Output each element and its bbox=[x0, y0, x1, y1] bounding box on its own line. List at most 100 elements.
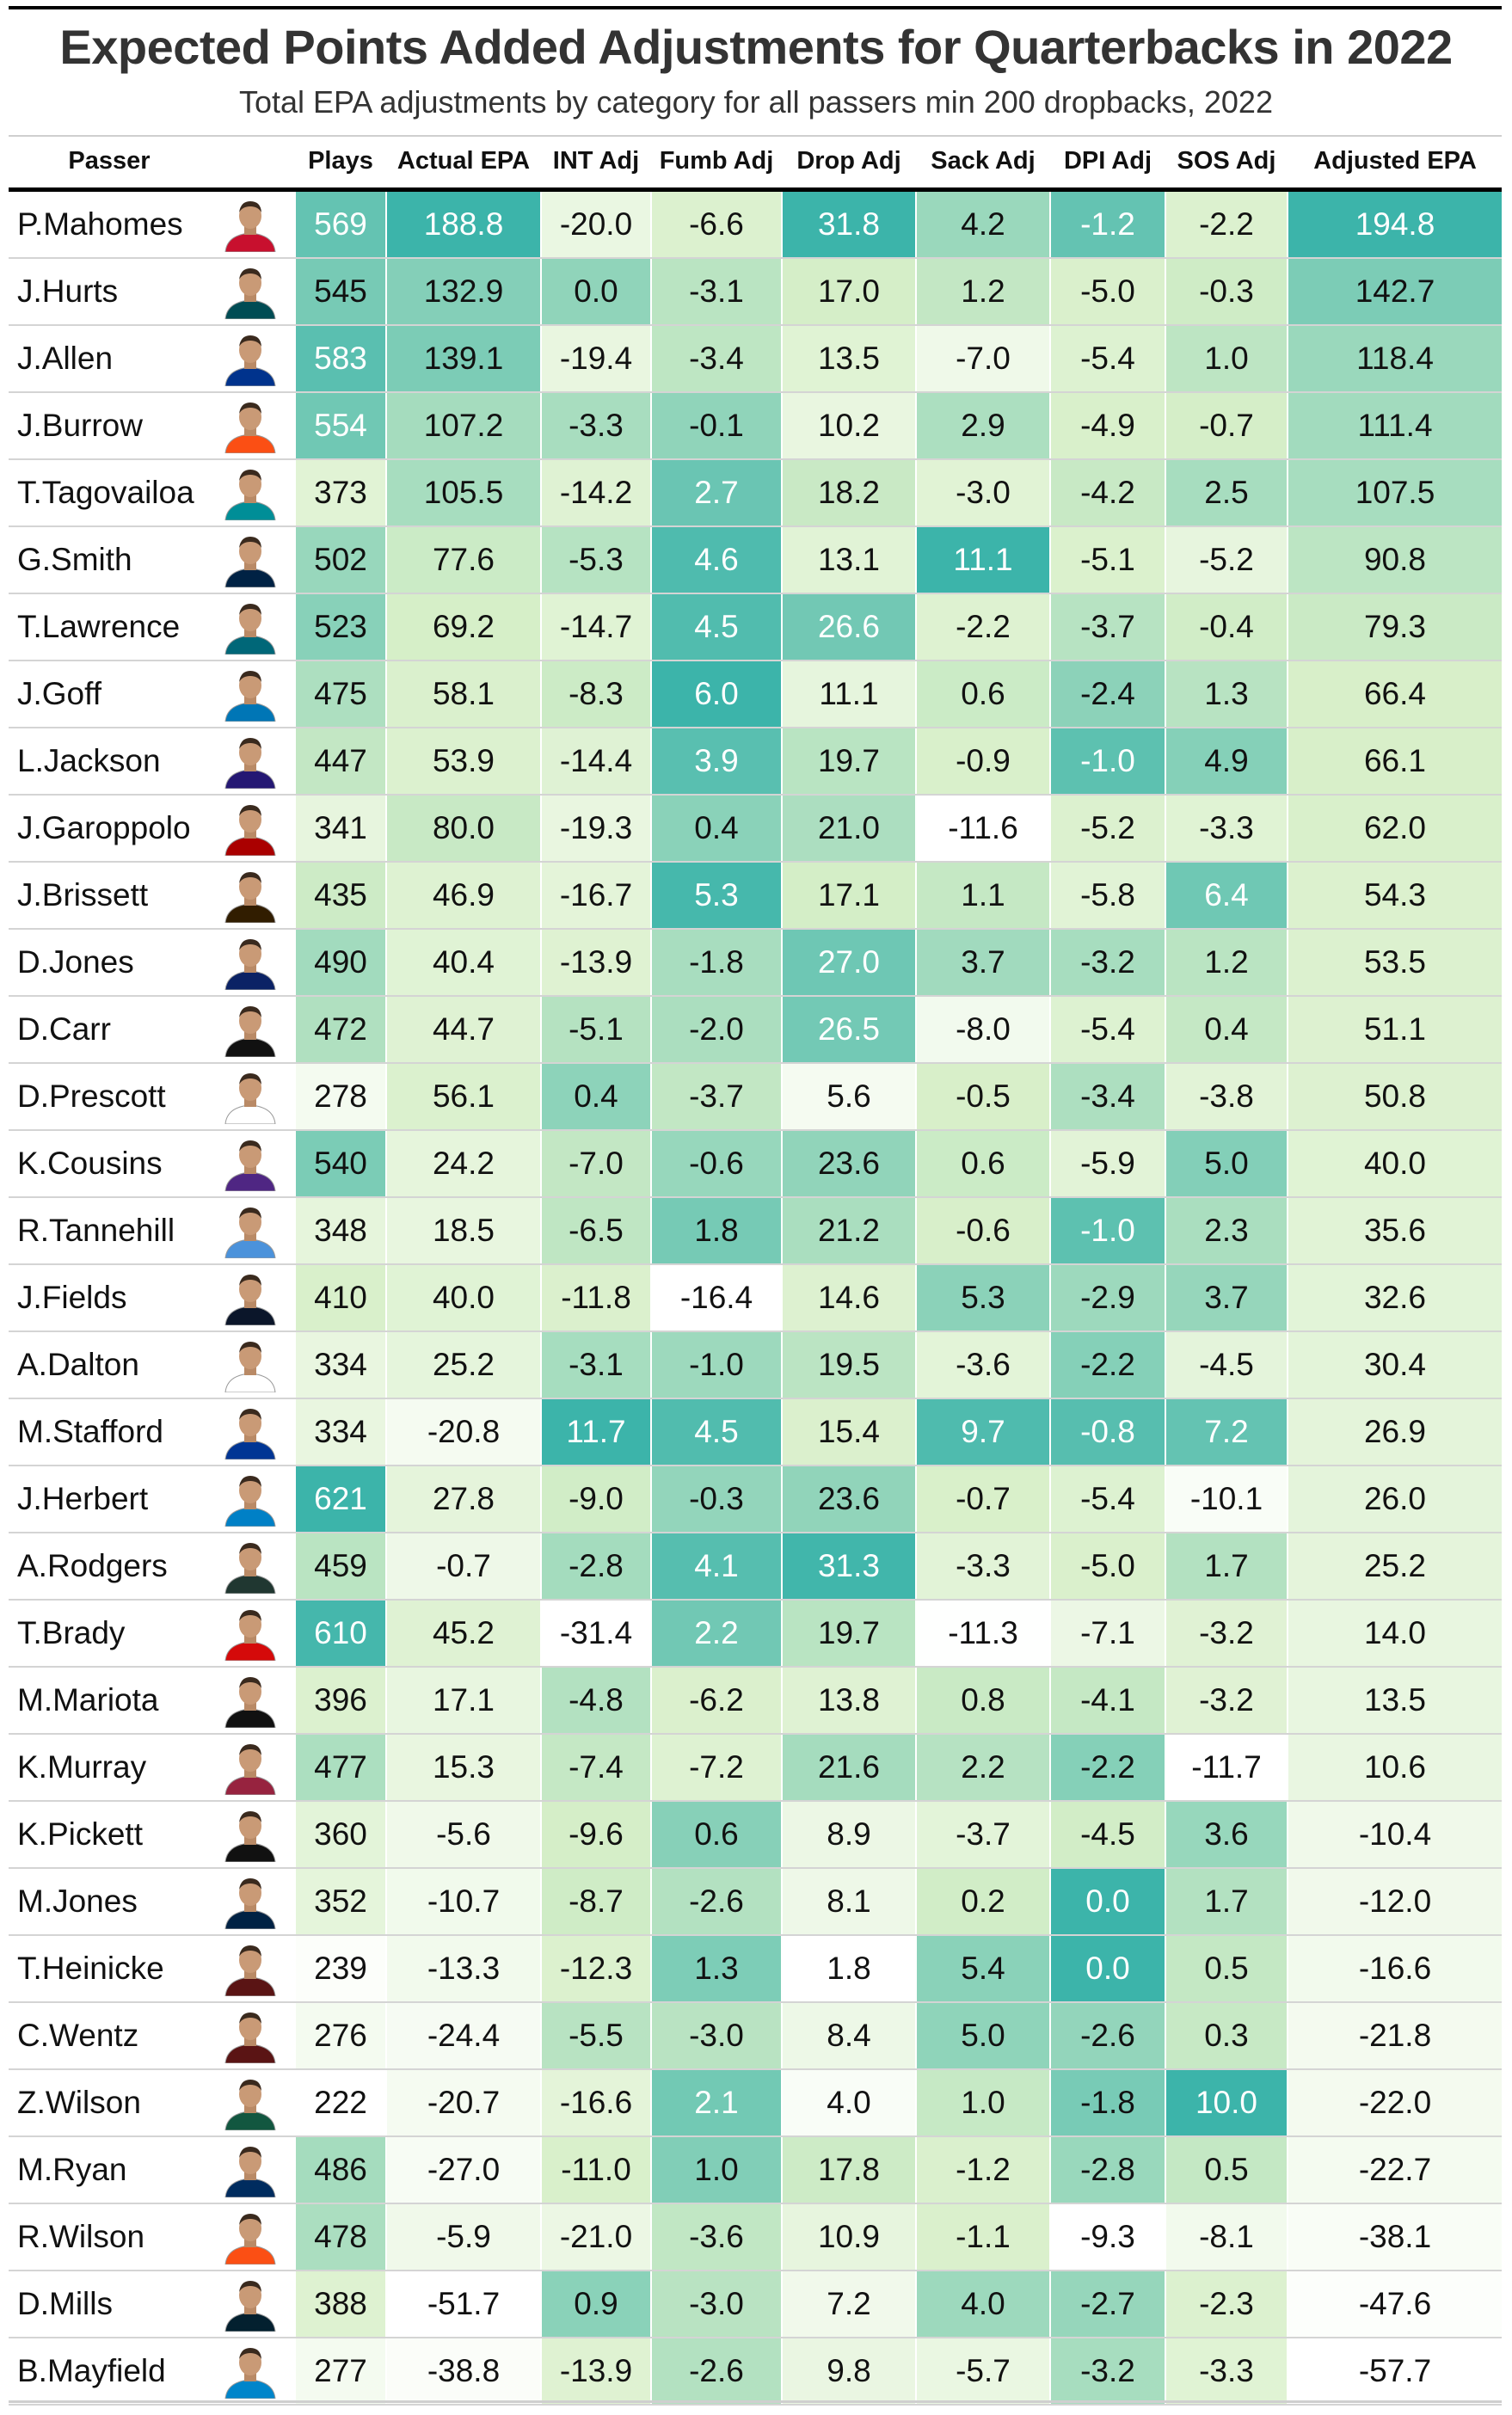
cell-dpi-adj: -4.1 bbox=[1051, 1668, 1165, 1733]
cell-fumb-adj: 6.0 bbox=[652, 661, 781, 727]
table-row: G.Smith 502 77.6 -5.3 4.6 13.1 11.1 -5.1 -5.2 90.… bbox=[9, 527, 1502, 594]
cell-drop-adj: 5.6 bbox=[783, 1064, 915, 1129]
cell-actual-epa: 139.1 bbox=[387, 326, 540, 391]
cell-drop-adj: 13.1 bbox=[783, 527, 915, 593]
cell-int-adj: 0.0 bbox=[542, 259, 650, 324]
cell-sack-adj: -0.5 bbox=[917, 1064, 1049, 1129]
cell-int-adj: -13.9 bbox=[542, 2338, 650, 2404]
cell-dpi-adj: -2.2 bbox=[1051, 1735, 1165, 1800]
cell-dpi-adj: -2.9 bbox=[1051, 1265, 1165, 1330]
cell-plays: 239 bbox=[296, 1936, 385, 2001]
cell-sos-adj: 1.3 bbox=[1166, 661, 1287, 727]
player-headshot-icon bbox=[224, 1744, 276, 1795]
cell-sack-adj: 11.1 bbox=[917, 527, 1049, 593]
player-headshot-icon bbox=[224, 268, 276, 319]
passer-name: D.Carr bbox=[17, 1011, 111, 1047]
cell-sos-adj: -5.2 bbox=[1166, 527, 1287, 593]
table-row: K.Cousins 540 24.2 -7.0 -0.6 23.6 0.6 -5.9 5.0 40… bbox=[9, 1131, 1502, 1198]
table-row: K.Murray 477 15.3 -7.4 -7.2 21.6 2.2 -2.2 -11.7 1… bbox=[9, 1735, 1502, 1802]
table-row: D.Carr 472 44.7 -5.1 -2.0 26.5 -8.0 -5.4 0.4 51.1 bbox=[9, 997, 1502, 1064]
cell-adjusted-epa: 14.0 bbox=[1288, 1601, 1502, 1666]
cell-fumb-adj: -3.0 bbox=[652, 2271, 781, 2337]
cell-adjusted-epa: -12.0 bbox=[1288, 1869, 1502, 1934]
cell-plays: 502 bbox=[296, 527, 385, 593]
cell-int-adj: -13.9 bbox=[542, 930, 650, 995]
cell-dpi-adj: -2.6 bbox=[1051, 2003, 1165, 2068]
cell-adjusted-epa: 118.4 bbox=[1288, 326, 1502, 391]
header-int-adj: INT Adj bbox=[552, 147, 640, 175]
cell-sos-adj: -3.2 bbox=[1166, 1668, 1287, 1733]
bottom-rule bbox=[9, 2400, 1502, 2403]
cell-adjusted-epa: 32.6 bbox=[1288, 1265, 1502, 1330]
cell-int-adj: -19.3 bbox=[542, 796, 650, 861]
cell-actual-epa: -5.6 bbox=[387, 1802, 540, 1867]
cell-actual-epa: 44.7 bbox=[387, 997, 540, 1062]
player-headshot-icon bbox=[224, 872, 276, 923]
cell-fumb-adj: 1.0 bbox=[652, 2137, 781, 2203]
header-fumb-adj: Fumb Adj bbox=[659, 147, 774, 175]
cell-sack-adj: 1.2 bbox=[917, 259, 1049, 324]
cell-fumb-adj: -6.2 bbox=[652, 1668, 781, 1733]
cell-fumb-adj: -3.6 bbox=[652, 2204, 781, 2270]
passer-name: T.Heinicke bbox=[17, 1951, 164, 1986]
cell-sos-adj: 7.2 bbox=[1166, 1399, 1287, 1465]
chart-title: Expected Points Added Adjustments for Qu… bbox=[59, 20, 1453, 74]
cell-int-adj: -5.3 bbox=[542, 527, 650, 593]
cell-sack-adj: 2.9 bbox=[917, 393, 1049, 458]
table-row: R.Tannehill 348 18.5 -6.5 1.8 21.2 -0.6 -1.0 2.3… bbox=[9, 1198, 1502, 1265]
cell-plays: 545 bbox=[296, 259, 385, 324]
passer-name: J.Fields bbox=[17, 1280, 127, 1315]
player-headshot-icon bbox=[224, 335, 276, 386]
cell-sack-adj: -0.6 bbox=[917, 1198, 1049, 1263]
cell-actual-epa: -0.7 bbox=[387, 1533, 540, 1599]
cell-dpi-adj: -1.0 bbox=[1051, 728, 1165, 794]
player-headshot-icon bbox=[224, 1140, 276, 1191]
cell-drop-adj: 19.7 bbox=[783, 1601, 915, 1666]
cell-int-adj: -16.7 bbox=[542, 863, 650, 928]
cell-int-adj: -12.3 bbox=[542, 1936, 650, 2001]
cell-adjusted-epa: -16.6 bbox=[1288, 1936, 1502, 2001]
cell-sos-adj: 6.4 bbox=[1166, 863, 1287, 928]
chart-subtitle: Total EPA adjustments by category for al… bbox=[239, 84, 1273, 120]
table-row: J.Fields 410 40.0 -11.8 -16.4 14.6 5.3 -2.9 3.7 3… bbox=[9, 1265, 1502, 1332]
passer-name: J.Allen bbox=[17, 341, 114, 376]
cell-adjusted-epa: -47.6 bbox=[1288, 2271, 1502, 2337]
cell-sack-adj: 1.0 bbox=[917, 2070, 1049, 2135]
cell-dpi-adj: -5.4 bbox=[1051, 326, 1165, 391]
cell-sos-adj: 5.0 bbox=[1166, 1131, 1287, 1196]
cell-sack-adj: 9.7 bbox=[917, 1399, 1049, 1465]
cell-fumb-adj: -7.2 bbox=[652, 1735, 781, 1800]
cell-drop-adj: 13.8 bbox=[783, 1668, 915, 1733]
table-row: A.Rodgers 459 -0.7 -2.8 4.1 31.3 -3.3 -5.0 1.7 25… bbox=[9, 1533, 1502, 1601]
cell-sos-adj: 0.3 bbox=[1166, 2003, 1287, 2068]
cell-plays: 523 bbox=[296, 594, 385, 660]
cell-adjusted-epa: 50.8 bbox=[1288, 1064, 1502, 1129]
cell-sack-adj: -8.0 bbox=[917, 997, 1049, 1062]
cell-fumb-adj: 1.8 bbox=[652, 1198, 781, 1263]
cell-fumb-adj: 0.4 bbox=[652, 796, 781, 861]
cell-adjusted-epa: 111.4 bbox=[1288, 393, 1502, 458]
cell-sos-adj: 1.7 bbox=[1166, 1869, 1287, 1934]
cell-actual-epa: 17.1 bbox=[387, 1668, 540, 1733]
cell-sack-adj: 0.8 bbox=[917, 1668, 1049, 1733]
cell-dpi-adj: -3.7 bbox=[1051, 594, 1165, 660]
cell-drop-adj: 14.6 bbox=[783, 1265, 915, 1330]
cell-sos-adj: -3.2 bbox=[1166, 1601, 1287, 1666]
cell-fumb-adj: 1.3 bbox=[652, 1936, 781, 2001]
cell-int-adj: -14.2 bbox=[542, 460, 650, 525]
cell-fumb-adj: 5.3 bbox=[652, 863, 781, 928]
cell-fumb-adj: -0.1 bbox=[652, 393, 781, 458]
passer-name: J.Brissett bbox=[17, 877, 149, 913]
cell-drop-adj: 17.8 bbox=[783, 2137, 915, 2203]
cell-int-adj: -4.8 bbox=[542, 1668, 650, 1733]
passer-name: G.Smith bbox=[17, 542, 132, 577]
cell-dpi-adj: -2.2 bbox=[1051, 1332, 1165, 1398]
table-header: Passer Plays Actual EPA INT Adj Fumb Adj… bbox=[0, 139, 1512, 182]
cell-dpi-adj: -5.2 bbox=[1051, 796, 1165, 861]
cell-dpi-adj: -1.8 bbox=[1051, 2070, 1165, 2135]
cell-dpi-adj: -3.4 bbox=[1051, 1064, 1165, 1129]
cell-drop-adj: 1.8 bbox=[783, 1936, 915, 2001]
cell-sack-adj: 0.6 bbox=[917, 1131, 1049, 1196]
cell-adjusted-epa: 142.7 bbox=[1288, 259, 1502, 324]
cell-adjusted-epa: 51.1 bbox=[1288, 997, 1502, 1062]
